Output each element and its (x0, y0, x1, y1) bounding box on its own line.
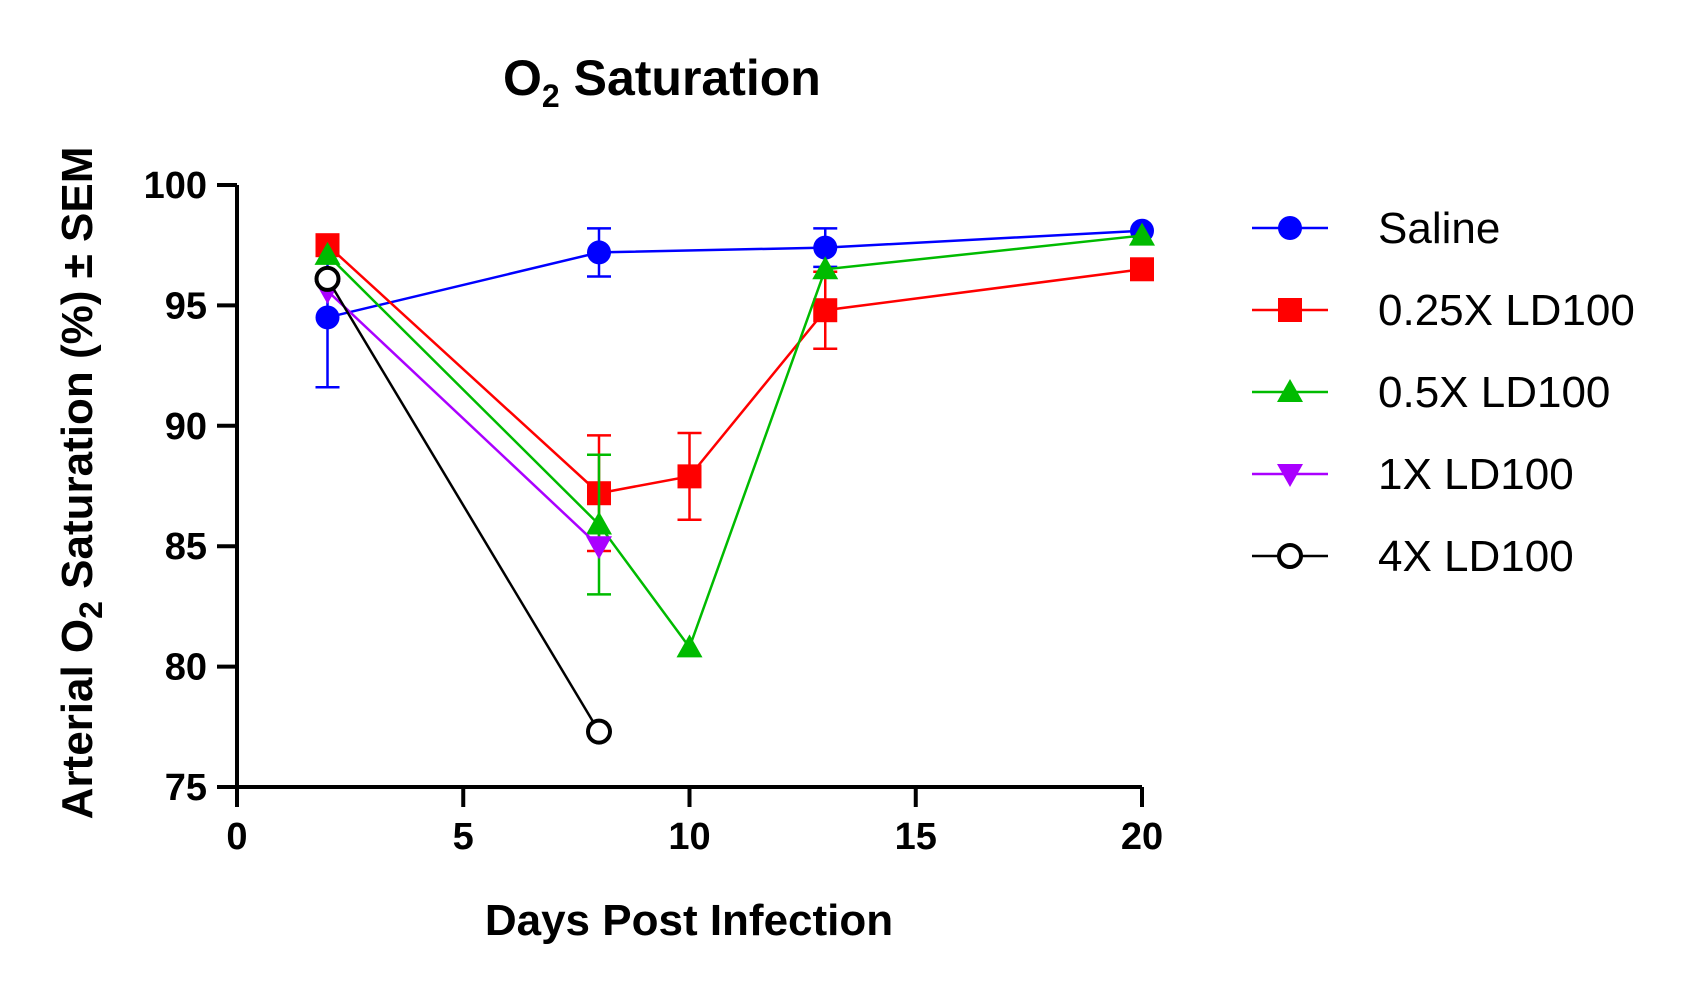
legend-label: 0.5X LD100 (1378, 368, 1610, 417)
series-0 (315, 218, 1154, 389)
data-point (676, 634, 703, 658)
data-point (677, 464, 702, 489)
y-tick-label: 75 (165, 767, 207, 809)
legend-marker (1278, 216, 1302, 240)
plot-area (314, 218, 1155, 745)
y-tick-label: 100 (144, 165, 207, 207)
series-line (326, 290, 600, 548)
series-line (327, 229, 1143, 319)
legend-item: 0.5X LD100 (1252, 368, 1610, 417)
x-axis-label: Days Post Infection (485, 896, 893, 945)
y-tick-label: 80 (165, 647, 207, 689)
x-tick-label: 10 (668, 816, 710, 858)
y-tick-label: 95 (165, 285, 207, 327)
data-point (586, 511, 612, 535)
chart-title: O2 Saturation (503, 50, 821, 114)
data-point (813, 235, 838, 260)
y-axis-label-post: Saturation (%) ± SEM (53, 147, 102, 601)
legend-item: Saline (1252, 204, 1500, 253)
series-1 (315, 233, 1154, 553)
y-tick-label: 90 (165, 406, 207, 448)
legend-label: 4X LD100 (1378, 532, 1574, 581)
series-3 (314, 280, 612, 560)
legend-marker (1277, 543, 1303, 569)
data-point (812, 256, 839, 280)
series-2 (314, 222, 1155, 658)
legend-marker (1277, 379, 1303, 402)
chart-title-rest: Saturation (560, 50, 821, 106)
series-line (326, 234, 1143, 650)
series-line (326, 244, 1143, 495)
x-tick-label: 15 (895, 816, 937, 858)
chart-title-main: O (503, 50, 542, 106)
data-point (587, 240, 611, 265)
legend-label: 1X LD100 (1378, 450, 1574, 499)
data-point (314, 265, 341, 292)
data-point (315, 305, 340, 330)
data-point (1130, 257, 1154, 282)
data-point (1129, 222, 1155, 246)
legend-marker (1277, 464, 1303, 487)
x-tick-label: 0 (226, 816, 247, 858)
series-4 (314, 265, 612, 745)
legend-item: 0.25X LD100 (1252, 286, 1635, 335)
legend-label: Saline (1378, 204, 1500, 253)
legend-label: 0.25X LD100 (1378, 286, 1635, 335)
series-line (326, 278, 601, 733)
y-axis-label-pre: Arterial O (53, 619, 102, 820)
data-point (813, 298, 838, 323)
data-point (586, 718, 612, 745)
legend-item: 4X LD100 (1252, 532, 1574, 581)
axis-ticks: 0 5 10 15 20 75 80 85 90 95 100 (144, 165, 1164, 858)
y-axis-label-subscript: 2 (73, 601, 109, 619)
legend-marker (1278, 298, 1302, 322)
chart-title-subscript: 2 (542, 78, 560, 114)
data-point (586, 536, 612, 560)
x-tick-label: 20 (1121, 816, 1163, 858)
legend-item: 1X LD100 (1252, 450, 1574, 499)
legend: Saline 0.25X LD100 0.5X LD100 1X LD100 4X LD… (1252, 204, 1635, 581)
y-tick-label: 85 (165, 526, 207, 568)
data-point (314, 241, 341, 265)
x-tick-label: 5 (453, 816, 474, 858)
y-axis-label: Arterial O2 Saturation (%) ± SEM (53, 147, 109, 820)
